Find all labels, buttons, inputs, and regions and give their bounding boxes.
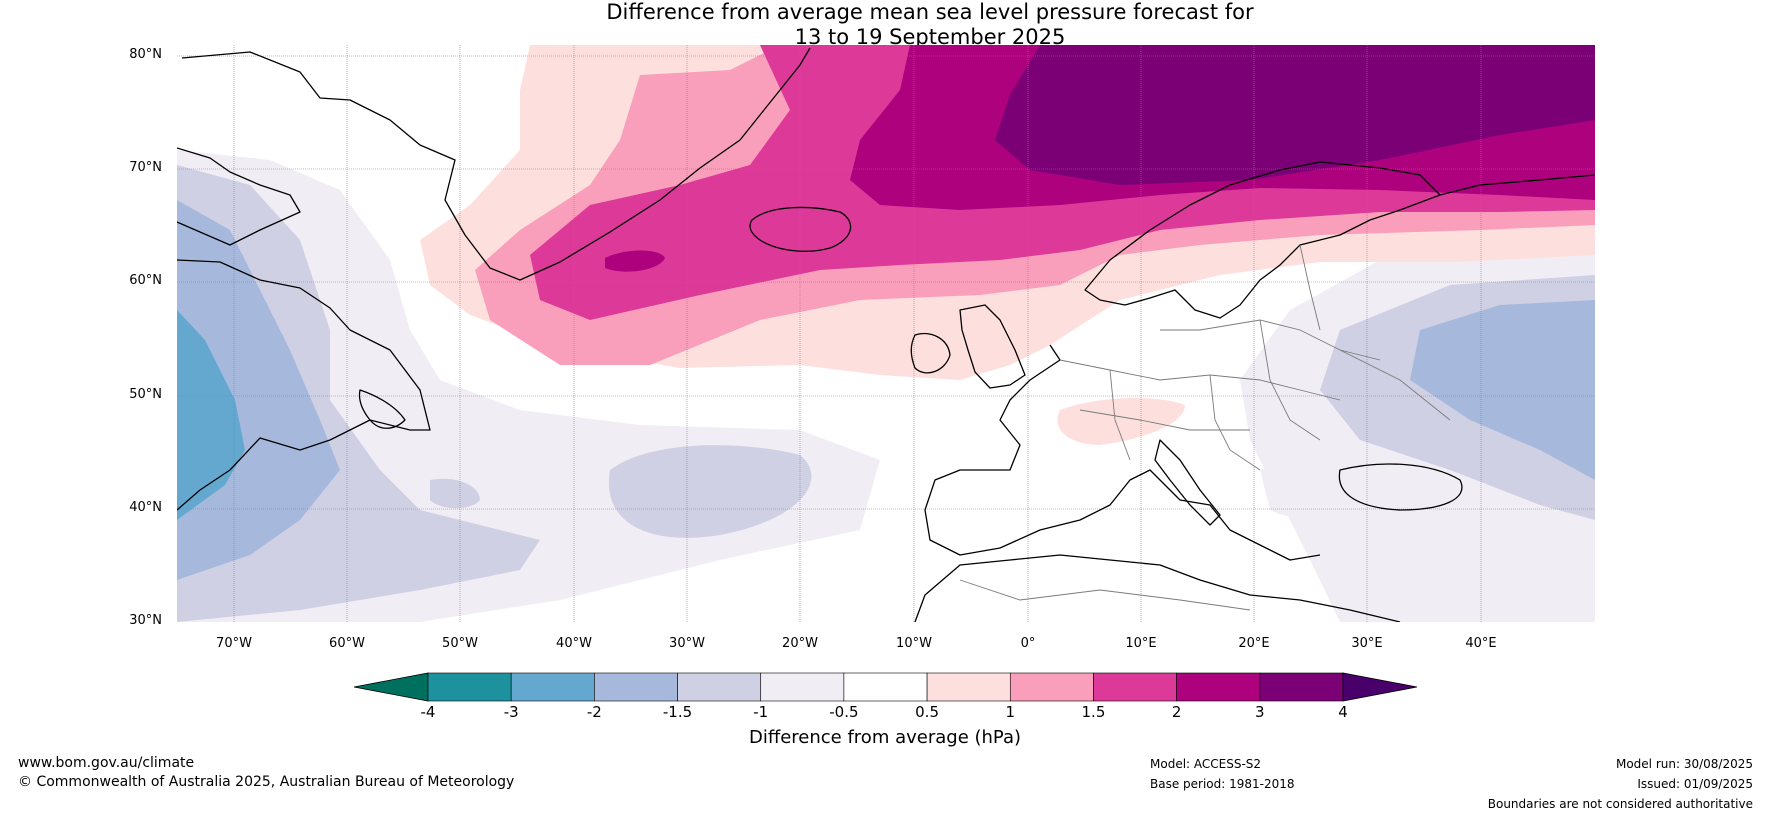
- coastline-europe-west: [924, 344, 1321, 561]
- footer-disclaimer: Boundaries are not considered authoritat…: [1487, 797, 1753, 811]
- colorbar-segment: [510, 672, 595, 702]
- colorbar-tick-label: 0.5: [915, 703, 939, 721]
- colorbar-segment: [677, 672, 762, 702]
- country-borders: [959, 244, 1451, 611]
- lon-label-10e: 10°E: [1125, 636, 1157, 651]
- lon-label-20e: 20°E: [1238, 636, 1270, 651]
- colorbar-segment: [926, 672, 1011, 702]
- lon-label-30w: 30°W: [669, 636, 705, 651]
- colorbar-tick-label: 1: [1005, 703, 1016, 721]
- anomaly-blob-pos-1-greenland: [680, 153, 713, 173]
- colorbar-tick-label: -2: [586, 703, 602, 721]
- coastline-iceland: [749, 206, 852, 252]
- colorbar-tick-label: 3: [1255, 703, 1265, 721]
- lon-label-40e: 40°E: [1465, 636, 1497, 651]
- lon-label-0: 0°: [1020, 636, 1036, 651]
- anomaly-blob-neg-1-small: [430, 478, 480, 509]
- lat-label-80n: 80°N: [129, 47, 162, 62]
- coastline-north-africa: [914, 554, 1401, 622]
- colorbar-extension-high: [1342, 672, 1418, 702]
- colorbar-tick-label: -0.5: [829, 703, 859, 721]
- footer-issued: Issued: 01/09/2025: [1637, 777, 1753, 791]
- coastline-ireland: [910, 332, 951, 374]
- colorbar-segments: [353, 672, 1418, 702]
- footer-website: www.bom.gov.au/climate: [18, 755, 195, 771]
- coastline-italy: [1154, 439, 1221, 526]
- coastline-newfoundland: [358, 389, 406, 429]
- lon-label-60w: 60°W: [329, 636, 365, 651]
- anomaly-blob-neg-0.5-greece: [1260, 466, 1360, 519]
- coastline-east: [1439, 174, 1595, 196]
- colorbar-tick-label: -1: [753, 703, 769, 721]
- colorbar-segment: [594, 672, 678, 702]
- anomaly-blob-pos-2-iceland-sea: [605, 250, 665, 272]
- coastline-greenland: [181, 47, 811, 281]
- coastline-scandinavia: [1084, 161, 1441, 319]
- coastline-baffin: [177, 147, 301, 246]
- colorbar-tick-label: 4: [1338, 703, 1348, 721]
- colorbar-segment: [1259, 672, 1344, 702]
- colorbar-segment: [843, 672, 928, 702]
- colorbar-extension-low: [353, 672, 429, 702]
- coastline-black-sea: [1338, 463, 1463, 511]
- anomaly-blob-neg-1-atlantic: [608, 445, 812, 538]
- footer-model: Model: ACCESS-S2: [1150, 757, 1262, 771]
- footer-model-run: Model run: 30/08/2025: [1615, 757, 1753, 771]
- lon-label-70w: 70°W: [216, 636, 252, 651]
- colorbar-segment: [1009, 672, 1094, 702]
- lon-label-30e: 30°E: [1351, 636, 1383, 651]
- page-title: Difference from average mean sea level p…: [0, 0, 1770, 50]
- coastlines: [177, 47, 1595, 622]
- lat-label-30n: 30°N: [129, 613, 162, 628]
- coastline-labrador: [177, 259, 431, 511]
- lon-label-40w: 40°W: [556, 636, 592, 651]
- lat-label-60n: 60°N: [129, 273, 162, 288]
- colorbar-tick-label: -3: [503, 703, 519, 721]
- lat-label-50n: 50°N: [129, 387, 162, 402]
- colorbar-segment: [427, 672, 512, 702]
- anomaly-band-neg-2-west: [177, 310, 245, 520]
- lon-label-50w: 50°W: [442, 636, 478, 651]
- colorbar-label: Difference from average (hPa): [748, 727, 1022, 748]
- graticule: [177, 45, 1595, 622]
- colorbar-segment: [760, 672, 845, 702]
- colorbar-tick-label: -1.5: [662, 703, 693, 721]
- lat-label-70n: 70°N: [129, 160, 162, 175]
- anomaly-blob-pos-0.5-europe: [1057, 398, 1185, 445]
- footer-base-period: Base period: 1981-2018: [1150, 777, 1295, 791]
- colorbar-tick-label: 1.5: [1081, 703, 1106, 721]
- colorbar-tick-label: 2: [1171, 703, 1182, 721]
- title-line-1: Difference from average mean sea level p…: [606, 0, 1254, 24]
- colorbar-segment: [1176, 672, 1261, 702]
- anomaly-band-pos-3: [995, 45, 1595, 185]
- colorbar-tick-label: -4: [420, 703, 436, 721]
- anomaly-band-neg-1.5-east: [1410, 300, 1595, 480]
- colorbar-segment: [1093, 672, 1177, 702]
- lon-label-10w: 10°W: [896, 636, 932, 651]
- lat-label-40n: 40°N: [129, 500, 162, 515]
- footer-copyright: © Commonwealth of Australia 2025, Austra…: [18, 774, 515, 790]
- coastline-britain: [959, 304, 1026, 389]
- lon-label-20w: 20°W: [782, 636, 818, 651]
